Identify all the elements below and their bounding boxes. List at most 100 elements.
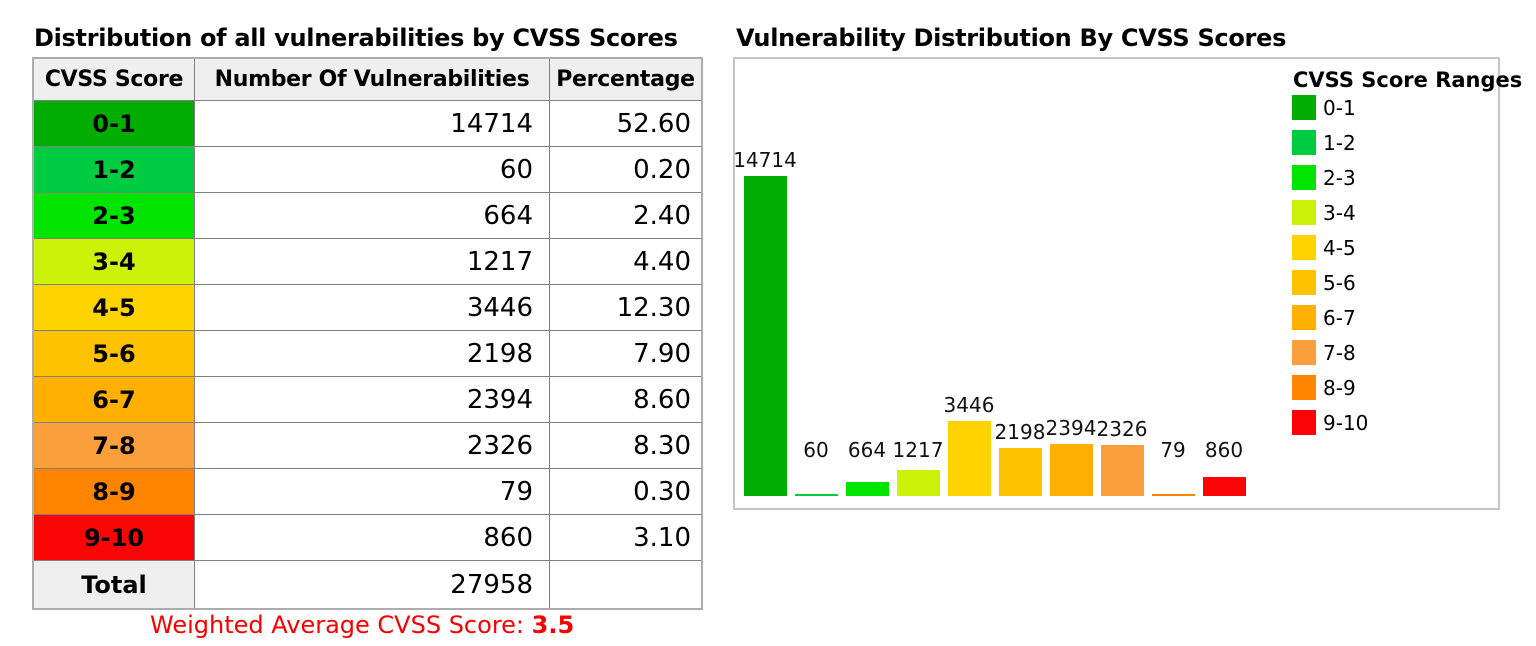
left-panel-title: Distribution of all vulnerabilities by C… bbox=[34, 24, 678, 52]
legend-item-3-4: 3-4 bbox=[1292, 200, 1368, 225]
table-row-6-7: 6-7 2394 8.60 bbox=[32, 376, 703, 423]
weighted-average-value: 3.5 bbox=[531, 611, 575, 639]
legend-item-1-2: 1-2 bbox=[1292, 130, 1368, 155]
header-percentage: Percentage bbox=[549, 57, 703, 101]
percentage-cell: 12.30 bbox=[549, 284, 703, 331]
header-cvss-score: CVSS Score bbox=[32, 57, 195, 101]
legend-swatch-icon bbox=[1292, 95, 1316, 120]
legend-title: CVSS Score Ranges bbox=[1293, 68, 1523, 92]
legend-item-label: 8-9 bbox=[1323, 375, 1356, 400]
cvss-distribution-table: CVSS Score Number Of Vulnerabilities Per… bbox=[32, 57, 703, 610]
legend-item-label: 2-3 bbox=[1323, 165, 1356, 190]
percentage-cell: 8.30 bbox=[549, 422, 703, 469]
score-range-cell: 9-10 bbox=[32, 514, 195, 561]
legend-item-7-8: 7-8 bbox=[1292, 340, 1368, 365]
bar-2-3 bbox=[846, 482, 889, 496]
vuln-count-cell: 60 bbox=[193, 146, 551, 193]
legend-item-label: 4-5 bbox=[1323, 235, 1356, 260]
table-total-row: Total 27958 bbox=[32, 560, 703, 610]
table-row-3-4: 3-4 1217 4.40 bbox=[32, 238, 703, 285]
table-header-row: CVSS Score Number Of Vulnerabilities Per… bbox=[32, 57, 703, 101]
vuln-count-cell: 664 bbox=[193, 192, 551, 239]
legend-item-8-9: 8-9 bbox=[1292, 375, 1368, 400]
chart-legend: 0-1 1-2 2-3 3-4 4-5 5-6 6-7 7-8 8-9 9-10 bbox=[1292, 95, 1368, 445]
header-number-of-vulnerabilities: Number Of Vulnerabilities bbox=[193, 57, 551, 101]
legend-item-2-3: 2-3 bbox=[1292, 165, 1368, 190]
percentage-cell: 0.30 bbox=[549, 468, 703, 515]
table-header-body: CVSS Score Number Of Vulnerabilities Per… bbox=[32, 57, 703, 101]
bar-5-6 bbox=[999, 448, 1042, 496]
score-range-cell: 4-5 bbox=[32, 284, 195, 331]
legend-item-9-10: 9-10 bbox=[1292, 410, 1368, 435]
bar-8-9 bbox=[1152, 494, 1195, 496]
table-row-0-1: 0-1 14714 52.60 bbox=[32, 100, 703, 147]
bar-value-label-6-7: 2394 bbox=[1045, 416, 1097, 440]
score-range-cell: 7-8 bbox=[32, 422, 195, 469]
legend-item-6-7: 6-7 bbox=[1292, 305, 1368, 330]
legend-swatch-icon bbox=[1292, 270, 1316, 295]
bar-6-7 bbox=[1050, 444, 1093, 496]
legend-item-4-5: 4-5 bbox=[1292, 235, 1368, 260]
table-row-8-9: 8-9 79 0.30 bbox=[32, 468, 703, 515]
table-data-body: 0-1 14714 52.60 1-2 60 0.20 2-3 664 2.40 3-4 1217 4… bbox=[32, 100, 703, 561]
bar-3-4 bbox=[897, 470, 940, 496]
bar-value-label-5-6: 2198 bbox=[994, 420, 1046, 444]
percentage-cell: 2.40 bbox=[549, 192, 703, 239]
bar-9-10 bbox=[1203, 477, 1246, 496]
total-pct-cell bbox=[549, 560, 703, 610]
table-row-9-10: 9-10 860 3.10 bbox=[32, 514, 703, 561]
legend-swatch-icon bbox=[1292, 340, 1316, 365]
vuln-count-cell: 1217 bbox=[193, 238, 551, 285]
table-row-4-5: 4-5 3446 12.30 bbox=[32, 284, 703, 331]
bar-value-label-7-8: 2326 bbox=[1096, 417, 1148, 441]
legend-item-label: 7-8 bbox=[1323, 340, 1356, 365]
vuln-count-cell: 2326 bbox=[193, 422, 551, 469]
percentage-cell: 7.90 bbox=[549, 330, 703, 377]
bar-value-label-1-2: 60 bbox=[803, 438, 829, 462]
percentage-cell: 4.40 bbox=[549, 238, 703, 285]
vuln-count-cell: 14714 bbox=[193, 100, 551, 147]
total-count-cell: 27958 bbox=[193, 560, 551, 610]
chart-plot-area: CVSS Score Ranges 0-1 1-2 2-3 3-4 4-5 5-6 6-7 7… bbox=[733, 57, 1522, 510]
legend-swatch-icon bbox=[1292, 165, 1316, 190]
percentage-cell: 3.10 bbox=[549, 514, 703, 561]
table-row-7-8: 7-8 2326 8.30 bbox=[32, 422, 703, 469]
vuln-count-cell: 2394 bbox=[193, 376, 551, 423]
legend-swatch-icon bbox=[1292, 130, 1316, 155]
vuln-count-cell: 3446 bbox=[193, 284, 551, 331]
bar-value-label-4-5: 3446 bbox=[943, 393, 995, 417]
legend-swatch-icon bbox=[1292, 375, 1316, 400]
weighted-average-line: Weighted Average CVSS Score: 3.5 bbox=[150, 611, 574, 639]
legend-item-label: 6-7 bbox=[1323, 305, 1356, 330]
legend-item-5-6: 5-6 bbox=[1292, 270, 1368, 295]
percentage-cell: 8.60 bbox=[549, 376, 703, 423]
score-range-cell: 8-9 bbox=[32, 468, 195, 515]
legend-item-0-1: 0-1 bbox=[1292, 95, 1368, 120]
legend-swatch-icon bbox=[1292, 305, 1316, 330]
table-row-1-2: 1-2 60 0.20 bbox=[32, 146, 703, 193]
score-range-cell: 0-1 bbox=[32, 100, 195, 147]
bar-value-label-3-4: 1217 bbox=[892, 438, 944, 462]
weighted-average-label: Weighted Average CVSS Score: bbox=[150, 611, 532, 639]
score-range-cell: 1-2 bbox=[32, 146, 195, 193]
bar-value-label-9-10: 860 bbox=[1204, 438, 1244, 462]
legend-swatch-icon bbox=[1292, 235, 1316, 260]
legend-item-label: 9-10 bbox=[1323, 410, 1369, 435]
chart-title: Vulnerability Distribution By CVSS Score… bbox=[736, 24, 1287, 52]
bar-4-5 bbox=[948, 421, 991, 496]
percentage-cell: 52.60 bbox=[549, 100, 703, 147]
table-total-body: Total 27958 bbox=[32, 560, 703, 610]
legend-swatch-icon bbox=[1292, 200, 1316, 225]
table-row-5-6: 5-6 2198 7.90 bbox=[32, 330, 703, 377]
table-row-2-3: 2-3 664 2.40 bbox=[32, 192, 703, 239]
legend-item-label: 0-1 bbox=[1323, 95, 1356, 120]
vuln-count-cell: 860 bbox=[193, 514, 551, 561]
score-range-cell: 2-3 bbox=[32, 192, 195, 239]
bar-0-1 bbox=[744, 176, 787, 496]
legend-item-label: 5-6 bbox=[1323, 270, 1356, 295]
bar-1-2 bbox=[795, 494, 838, 496]
vuln-count-cell: 79 bbox=[193, 468, 551, 515]
bar-value-label-0-1: 14714 bbox=[733, 148, 797, 172]
bar-value-label-2-3: 664 bbox=[847, 438, 887, 462]
legend-item-label: 3-4 bbox=[1323, 200, 1356, 225]
